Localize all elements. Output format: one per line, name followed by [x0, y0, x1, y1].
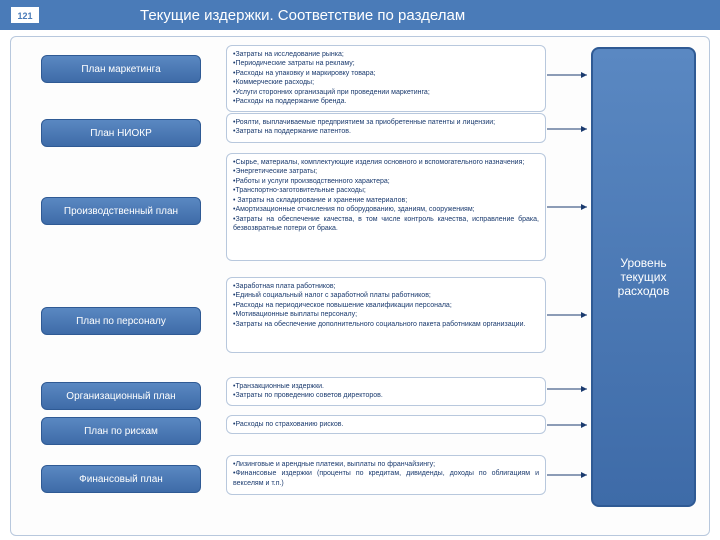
- plan-button-3: План по персоналу: [41, 307, 201, 335]
- detail-item: •Энергетические затраты;: [233, 167, 539, 176]
- detail-item: •Затраты по проведению советов директоро…: [233, 391, 539, 400]
- detail-item: •Коммерческие расходы;: [233, 78, 539, 87]
- plan-button-1: План НИОКР: [41, 119, 201, 147]
- detail-item: •Транзакционные издержки.: [233, 382, 539, 391]
- plan-details-5: •Расходы по страхованию рисков.: [226, 415, 546, 434]
- output-box: Уровень текущих расходов: [591, 47, 696, 507]
- plan-button-5: План по рискам: [41, 417, 201, 445]
- detail-item: •Лизинговые и арендные платежи, выплаты …: [233, 460, 539, 469]
- detail-item: •Роялти, выплачиваемые предприятием за п…: [233, 118, 539, 127]
- output-label: Уровень текущих расходов: [599, 256, 688, 298]
- page-number: 121: [10, 6, 40, 24]
- plan-details-4: •Транзакционные издержки.•Затраты по про…: [226, 377, 546, 406]
- plan-details-6: •Лизинговые и арендные платежи, выплаты …: [226, 455, 546, 495]
- detail-item: •Услуги сторонних организаций при провед…: [233, 88, 539, 97]
- plan-details-2: •Сырье, материалы, комплектующие изделия…: [226, 153, 546, 261]
- detail-item: •Затраты на обеспечение дополнительного …: [233, 320, 539, 329]
- detail-item: •Единый социальный налог с заработной пл…: [233, 291, 539, 300]
- plan-button-4: Организационный план: [41, 382, 201, 410]
- detail-item: •Затраты на исследование рынка;: [233, 50, 539, 59]
- plan-button-0: План маркетинга: [41, 55, 201, 83]
- detail-item: •Работы и услуги производственного харак…: [233, 177, 539, 186]
- page-title: Текущие издержки. Соответствие по раздел…: [140, 7, 465, 24]
- detail-item: •Расходы на периодическое повышение квал…: [233, 301, 539, 310]
- detail-item: •Сырье, материалы, комплектующие изделия…: [233, 158, 539, 167]
- detail-item: • Затраты на складирование и хранение ма…: [233, 196, 539, 205]
- detail-item: •Затраты на обеспечение качества, в том …: [233, 215, 539, 234]
- plan-details-0: •Затраты на исследование рынка;•Периодич…: [226, 45, 546, 112]
- plan-details-1: •Роялти, выплачиваемые предприятием за п…: [226, 113, 546, 143]
- detail-item: •Транспортно-заготовительные расходы;: [233, 186, 539, 195]
- detail-item: •Расходы по страхованию рисков.: [233, 420, 539, 429]
- detail-item: •Мотивационные выплаты персоналу;: [233, 310, 539, 319]
- plan-button-2: Производственный план: [41, 197, 201, 225]
- detail-item: •Амортизационные отчисления по оборудова…: [233, 205, 539, 214]
- detail-item: •Периодические затраты на рекламу;: [233, 59, 539, 68]
- diagram-area: Уровень текущих расходов План маркетинга…: [10, 36, 710, 536]
- plan-button-6: Финансовый план: [41, 465, 201, 493]
- plan-details-3: •Заработная плата работников;•Единый соц…: [226, 277, 546, 353]
- detail-item: •Затраты на поддержание патентов.: [233, 127, 539, 136]
- header: 121 Текущие издержки. Соответствие по ра…: [0, 0, 720, 30]
- detail-item: •Финансовые издержки (проценты по кредит…: [233, 469, 539, 488]
- detail-item: •Заработная плата работников;: [233, 282, 539, 291]
- detail-item: •Расходы на поддержание бренда.: [233, 97, 539, 106]
- detail-item: •Расходы на упаковку и маркировку товара…: [233, 69, 539, 78]
